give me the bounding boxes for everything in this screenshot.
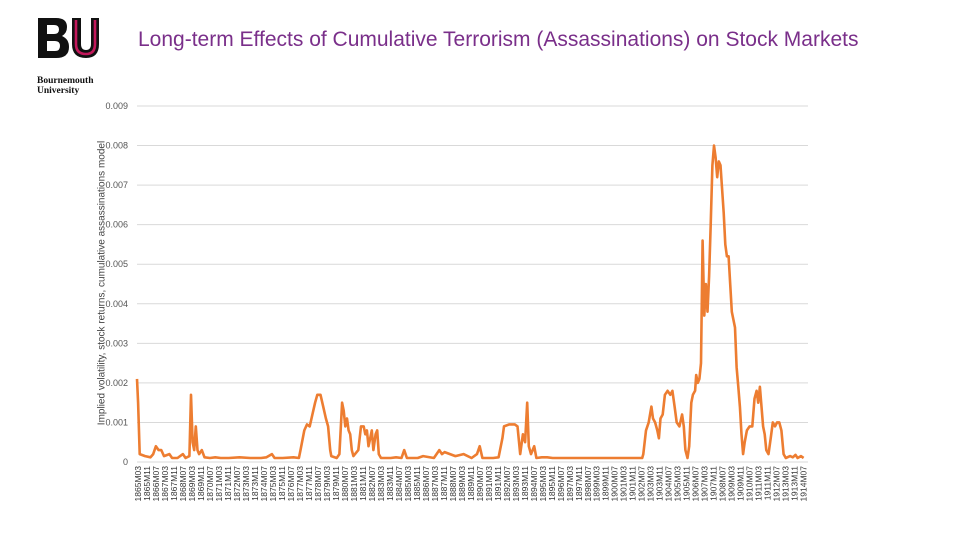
x-tick-label: 1866M07 bbox=[151, 466, 161, 502]
x-tick-label: 1914M07 bbox=[799, 466, 809, 502]
chart-title: Long-term Effects of Cumulative Terroris… bbox=[138, 28, 859, 51]
x-tick-label: 1910M07 bbox=[745, 466, 755, 502]
x-tick-label: 1884M07 bbox=[394, 466, 404, 502]
x-tick-label: 1872M07 bbox=[232, 466, 242, 502]
x-tick-label: 1888M07 bbox=[448, 466, 458, 502]
x-tick-label: 1891M03 bbox=[484, 466, 494, 502]
x-tick-label: 1880M07 bbox=[340, 466, 350, 502]
series-line bbox=[135, 144, 805, 460]
x-tick-label: 1867M03 bbox=[160, 466, 170, 502]
x-tick-label: 1889M11 bbox=[466, 466, 476, 501]
x-tick-label: 1892M07 bbox=[502, 466, 512, 502]
x-tick-label: 1887M03 bbox=[430, 466, 440, 502]
x-tick-label: 1903M11 bbox=[655, 466, 665, 501]
bu-logo-mark bbox=[38, 18, 99, 58]
x-tick-label: 1897M03 bbox=[565, 466, 575, 502]
x-tick-label: 1893M03 bbox=[511, 466, 521, 502]
x-tick-label: 1886M07 bbox=[421, 466, 431, 502]
x-tick-label: 1875M11 bbox=[277, 466, 287, 501]
x-tick-label: 1890M07 bbox=[475, 466, 485, 502]
x-tick-label: 1879M11 bbox=[331, 466, 341, 501]
x-tick-label: 1905M03 bbox=[673, 466, 683, 502]
y-tick-label: 0.001 bbox=[105, 417, 128, 427]
x-tick-labels: 1865M03 1865M11 1866M07 1867M03 1867M11 1868M… bbox=[133, 466, 809, 502]
x-tick-label: 1903M03 bbox=[646, 466, 656, 502]
x-tick-label: 1899M11 bbox=[601, 466, 611, 501]
x-tick-label: 1907M11 bbox=[709, 466, 719, 501]
x-tick-label: 1891M11 bbox=[493, 466, 503, 501]
x-tick-label: 1906M07 bbox=[691, 466, 701, 502]
x-tick-label: 1870M07 bbox=[205, 466, 215, 502]
x-tick-label: 1901M11 bbox=[628, 466, 638, 501]
y-tick-label: 0.008 bbox=[105, 141, 128, 151]
x-tick-label: 1900M07 bbox=[610, 466, 620, 502]
x-tick-label: 1883M03 bbox=[376, 466, 386, 502]
x-tick-label: 1911M03 bbox=[754, 466, 764, 501]
y-tick-label: 0.006 bbox=[105, 220, 128, 230]
x-tick-label: 1881M03 bbox=[349, 466, 359, 502]
x-tick-label: 1911M11 bbox=[763, 466, 773, 500]
x-tick-label: 1865M11 bbox=[142, 466, 152, 501]
x-tick-label: 1907M03 bbox=[700, 466, 710, 502]
x-tick-label: 1873M03 bbox=[241, 466, 251, 502]
x-tick-label: 1885M11 bbox=[412, 466, 422, 501]
y-tick-label: 0.009 bbox=[105, 101, 128, 111]
y-tick-label: 0.004 bbox=[105, 299, 128, 309]
x-tick-label: 1873M11 bbox=[250, 466, 260, 501]
x-tick-label: 1898M07 bbox=[583, 466, 593, 502]
x-tick-label: 1878M07 bbox=[313, 466, 323, 502]
x-tick-label: 1893M11 bbox=[520, 466, 530, 501]
x-tick-label: 1909M03 bbox=[727, 466, 737, 502]
x-tick-label: 1909M11 bbox=[736, 466, 746, 501]
grid-lines bbox=[137, 105, 808, 463]
logo-name-line1: Bournemouth bbox=[37, 76, 94, 86]
y-tick-label: 0 bbox=[123, 457, 128, 467]
x-tick-label: 1905M11 bbox=[682, 466, 692, 501]
x-tick-label: 1901M03 bbox=[619, 466, 629, 502]
x-tick-label: 1868M07 bbox=[178, 466, 188, 502]
x-tick-label: 1877M03 bbox=[295, 466, 305, 502]
x-tick-label: 1913M11 bbox=[790, 466, 800, 501]
x-tick-label: 1895M11 bbox=[547, 466, 557, 501]
x-tick-label: 1875M03 bbox=[268, 466, 278, 502]
x-tick-label: 1904M07 bbox=[664, 466, 674, 502]
x-tick-label: 1881M11 bbox=[358, 466, 368, 501]
y-tick-label: 0.007 bbox=[105, 180, 128, 190]
x-tick-label: 1897M11 bbox=[574, 466, 584, 501]
x-tick-label: 1894M07 bbox=[529, 466, 539, 502]
y-tick-label: 0.003 bbox=[105, 338, 128, 348]
x-tick-label: 1902M07 bbox=[637, 466, 647, 502]
x-tick-label: 1883M11 bbox=[385, 466, 395, 501]
x-tick-label: 1867M11 bbox=[169, 466, 179, 501]
x-tick-label: 1885M03 bbox=[403, 466, 413, 502]
x-tick-label: 1899M03 bbox=[592, 466, 602, 502]
y-tick-labels: 0 0.001 0.002 0.003 0.004 0.005 0.006 0.007 0.00… bbox=[105, 101, 128, 467]
x-tick-label: 1879M03 bbox=[322, 466, 332, 502]
x-tick-label: 1876M07 bbox=[286, 466, 296, 502]
x-tick-label: 1887M11 bbox=[439, 466, 449, 501]
x-tick-label: 1913M03 bbox=[781, 466, 791, 502]
logo-name-line2: University bbox=[37, 86, 80, 96]
x-tick-label: 1869M03 bbox=[187, 466, 197, 502]
x-tick-label: 1889M03 bbox=[457, 466, 467, 502]
x-tick-label: 1896M07 bbox=[556, 466, 566, 502]
bu-logo: Bournemouth University bbox=[36, 16, 106, 96]
x-tick-label: 1882M07 bbox=[367, 466, 377, 502]
x-tick-label: 1908M07 bbox=[718, 466, 728, 502]
y-tick-label: 0.005 bbox=[105, 259, 128, 269]
x-tick-label: 1871M03 bbox=[214, 466, 224, 502]
y-tick-label: 0.002 bbox=[105, 378, 128, 388]
x-tick-label: 1865M03 bbox=[133, 466, 143, 502]
x-tick-label: 1874M07 bbox=[259, 466, 269, 502]
x-tick-label: 1895M03 bbox=[538, 466, 548, 502]
x-tick-label: 1871M11 bbox=[223, 466, 233, 501]
x-tick-label: 1877M11 bbox=[304, 466, 314, 501]
x-tick-label: 1912M07 bbox=[772, 466, 782, 502]
x-tick-label: 1869M11 bbox=[196, 466, 206, 501]
